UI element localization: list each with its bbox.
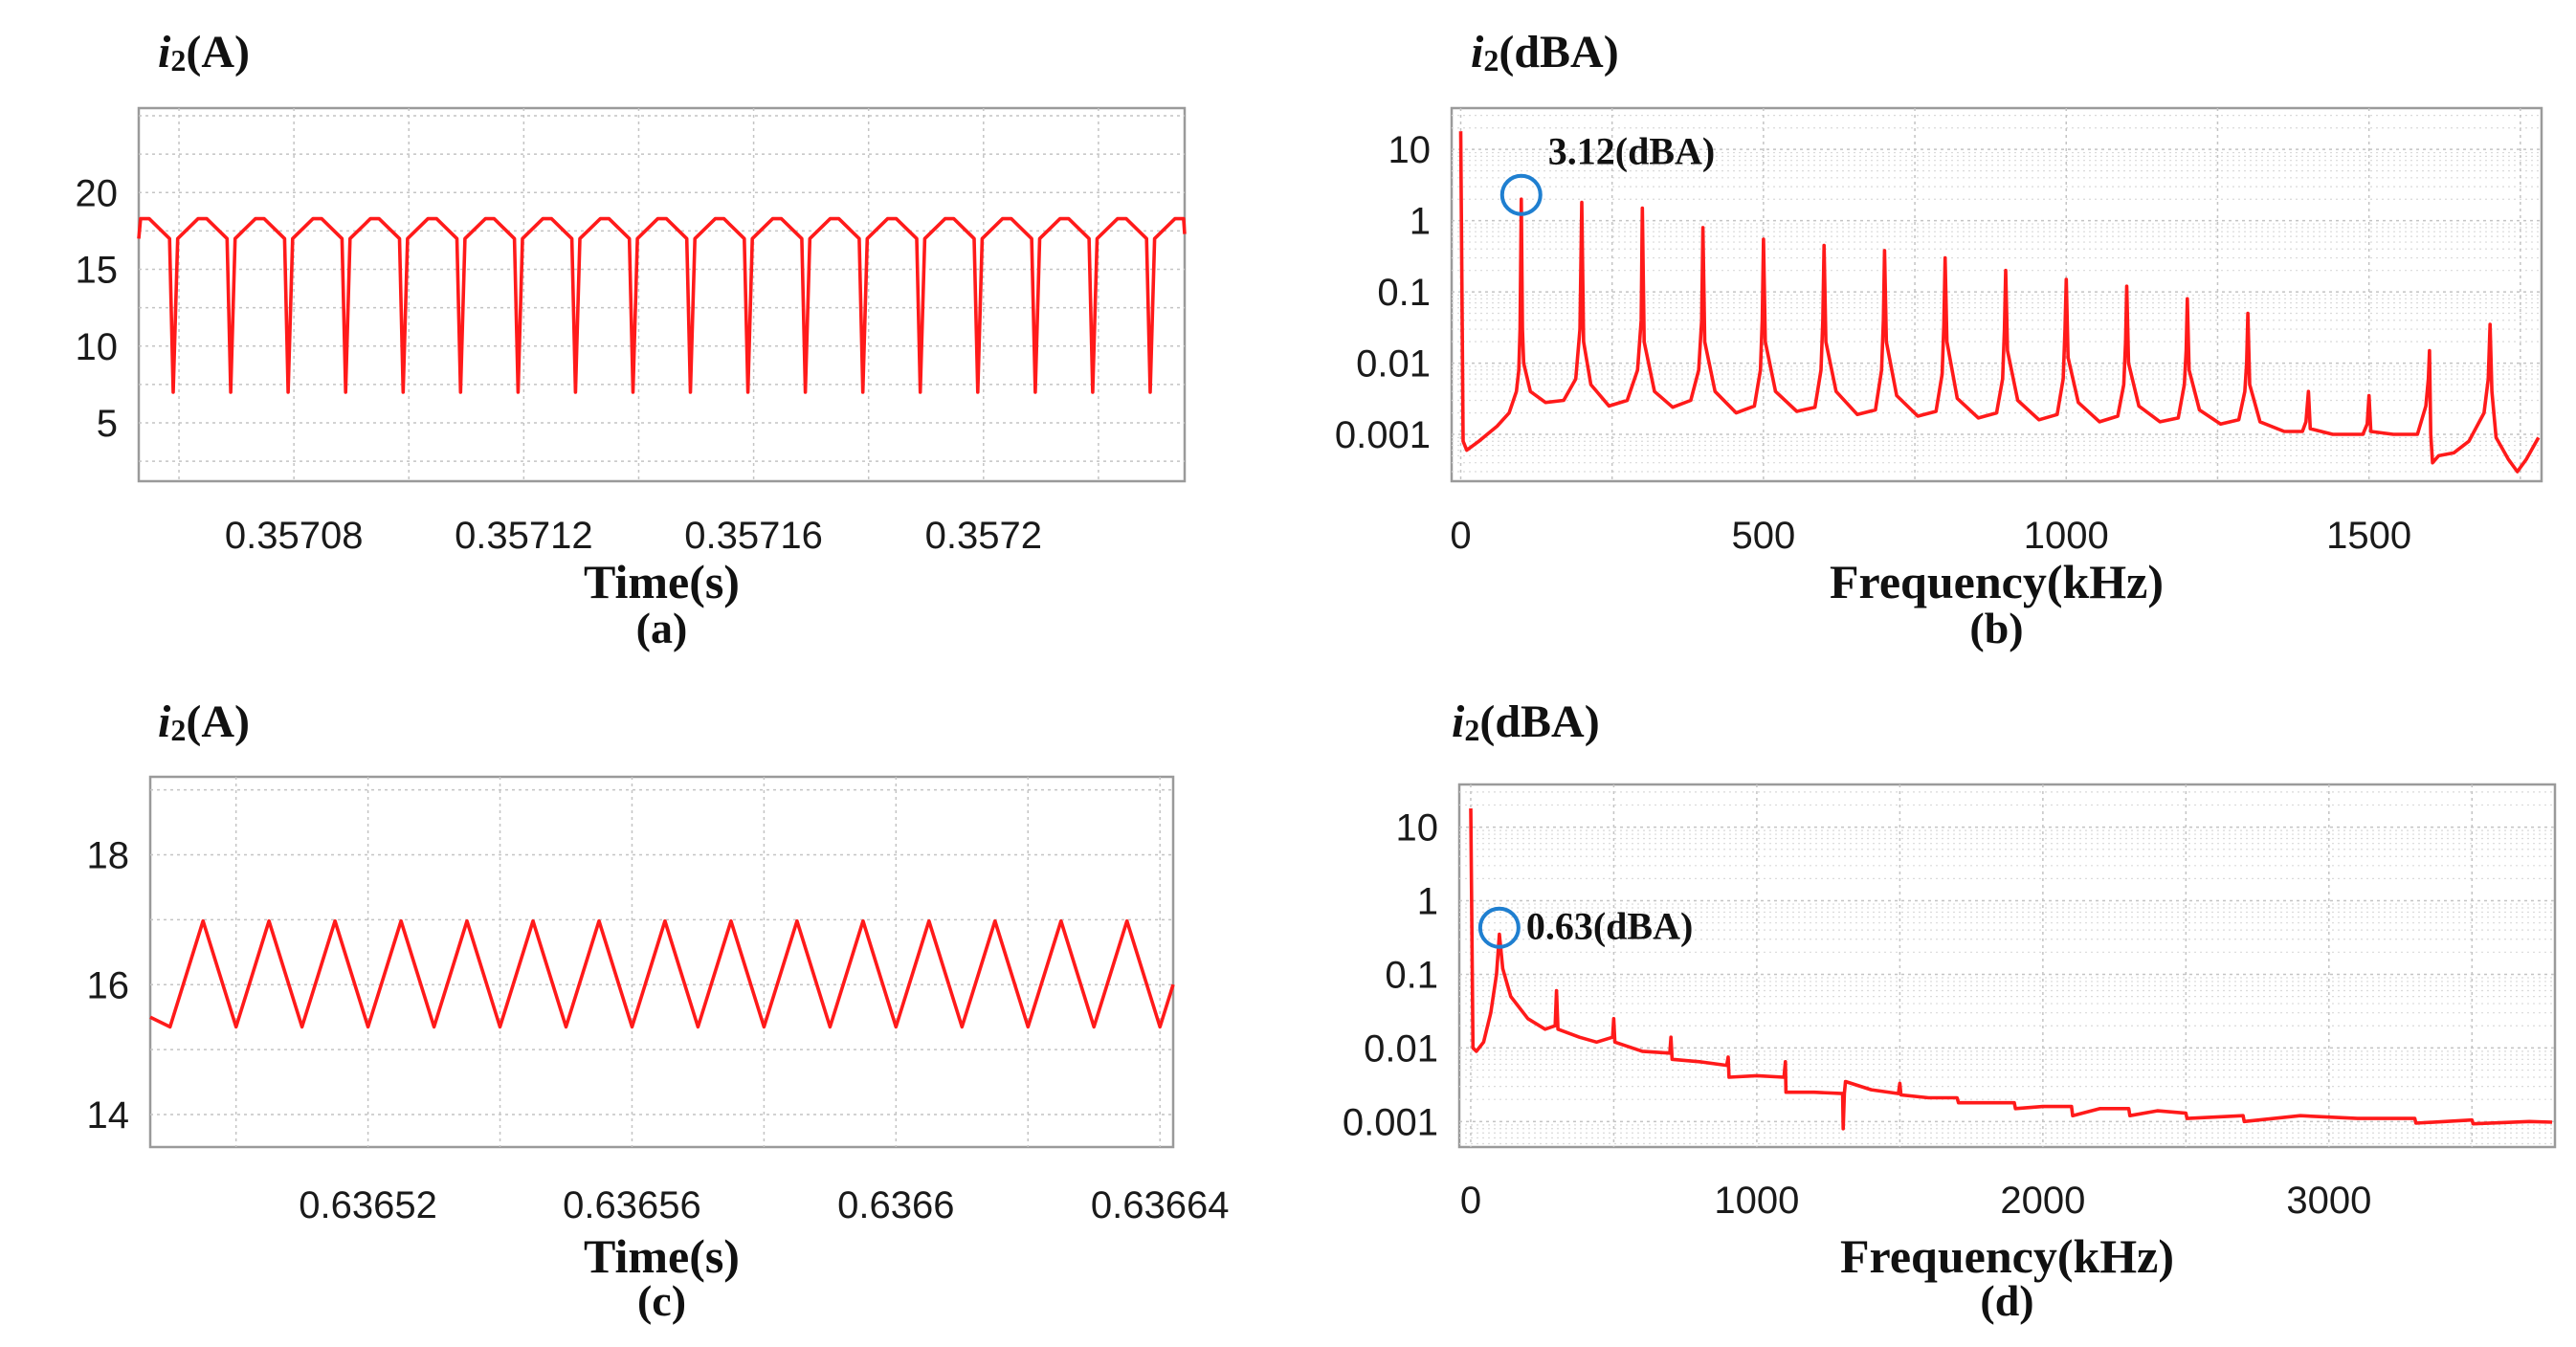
x-tick-label: 0 [1450, 515, 1471, 557]
x-tick-label: 0.6366 [837, 1184, 954, 1226]
grid-b [1452, 108, 2542, 481]
x-axis-label: Time(s) [584, 1229, 740, 1283]
x-tick-label: 2000 [2000, 1180, 2085, 1222]
y-tick-label: 14 [87, 1094, 130, 1137]
panel-caption: (b) [1969, 604, 2023, 652]
x-tick-label: 0.35708 [225, 515, 364, 557]
y-tick-label: 0.01 [1364, 1027, 1438, 1070]
x-axis-label: Frequency(kHz) [1830, 555, 2164, 608]
y-tick-label: 1 [1410, 201, 1431, 243]
y-axis-label: i2(A) [158, 696, 250, 747]
series-line-a [137, 216, 1187, 394]
x-tick-label: 0.3572 [925, 515, 1042, 557]
y-tick-label: 5 [97, 403, 118, 445]
y-tick-label: 0.01 [1356, 343, 1431, 386]
y-tick-label: 20 [76, 172, 119, 214]
x-tick-label: 1500 [2326, 515, 2411, 557]
highlight-circle [1499, 173, 1543, 216]
annotation-label: 3.12(dBA) [1548, 130, 1715, 173]
plot-area-c [148, 775, 1175, 1149]
panel-d: 0 1000 2000 3000 0.001 0.01 0.1 1 10 i2(dBA) Frequ… [1343, 696, 2557, 1325]
y-tick-label: 10 [1396, 807, 1439, 850]
x-tick-label: 500 [1732, 515, 1796, 557]
panel-b: 0 500 1000 1500 0.001 0.01 0.1 1 10 i2(dBA) Freque… [1335, 27, 2543, 652]
grid-c [150, 777, 1173, 1147]
x-axis-label: Time(s) [584, 555, 740, 608]
x-tick-label: 0.35712 [455, 515, 593, 557]
panel-caption: (c) [637, 1276, 686, 1325]
grid-a [139, 108, 1185, 481]
panel-caption: (a) [636, 604, 688, 652]
x-tick-label: 0.63664 [1091, 1184, 1230, 1226]
x-tick-label: 1000 [2024, 515, 2109, 557]
y-tick-label: 0.1 [1377, 272, 1431, 314]
y-axis-label: i2(dBA) [1471, 27, 1619, 77]
y-tick-label: 0.001 [1343, 1101, 1438, 1143]
series-line-b [1458, 131, 2541, 474]
x-axis-label: Frequency(kHz) [1840, 1229, 2174, 1283]
x-tick-label: 0 [1460, 1180, 1481, 1222]
y-tick-label: 10 [76, 326, 119, 368]
y-tick-label: 16 [87, 964, 130, 1006]
series-line-d [1469, 807, 2553, 1131]
x-tick-label: 1000 [1714, 1180, 1799, 1222]
y-axis-label: i2(dBA) [1452, 696, 1600, 747]
grid-d [1459, 784, 2555, 1147]
annotation-label: 0.63(dBA) [1526, 905, 1693, 948]
x-tick-label: 0.63652 [299, 1184, 437, 1226]
panel-a: 0.35708 0.35712 0.35716 0.3572 5 10 15 20 i2(A) T… [76, 27, 1187, 652]
panel-c: 0.63652 0.63656 0.6366 0.63664 14 16 18 i2(A) Ti… [87, 696, 1230, 1325]
y-axis-label: i2(A) [158, 27, 250, 77]
x-tick-label: 3000 [2286, 1180, 2371, 1222]
highlight-circle [1477, 906, 1521, 949]
plot-area-a [137, 106, 1187, 483]
y-tick-label: 0.1 [1385, 954, 1438, 996]
y-tick-label: 10 [1388, 129, 1432, 171]
y-tick-label: 18 [87, 834, 130, 876]
y-tick-label: 1 [1417, 881, 1438, 923]
panel-caption: (d) [1980, 1276, 2033, 1325]
x-tick-label: 0.63656 [563, 1184, 701, 1226]
x-tick-label: 0.35716 [684, 515, 823, 557]
series-line-c [149, 918, 1175, 1029]
y-tick-label: 15 [76, 250, 119, 292]
y-tick-label: 0.001 [1335, 414, 1431, 456]
